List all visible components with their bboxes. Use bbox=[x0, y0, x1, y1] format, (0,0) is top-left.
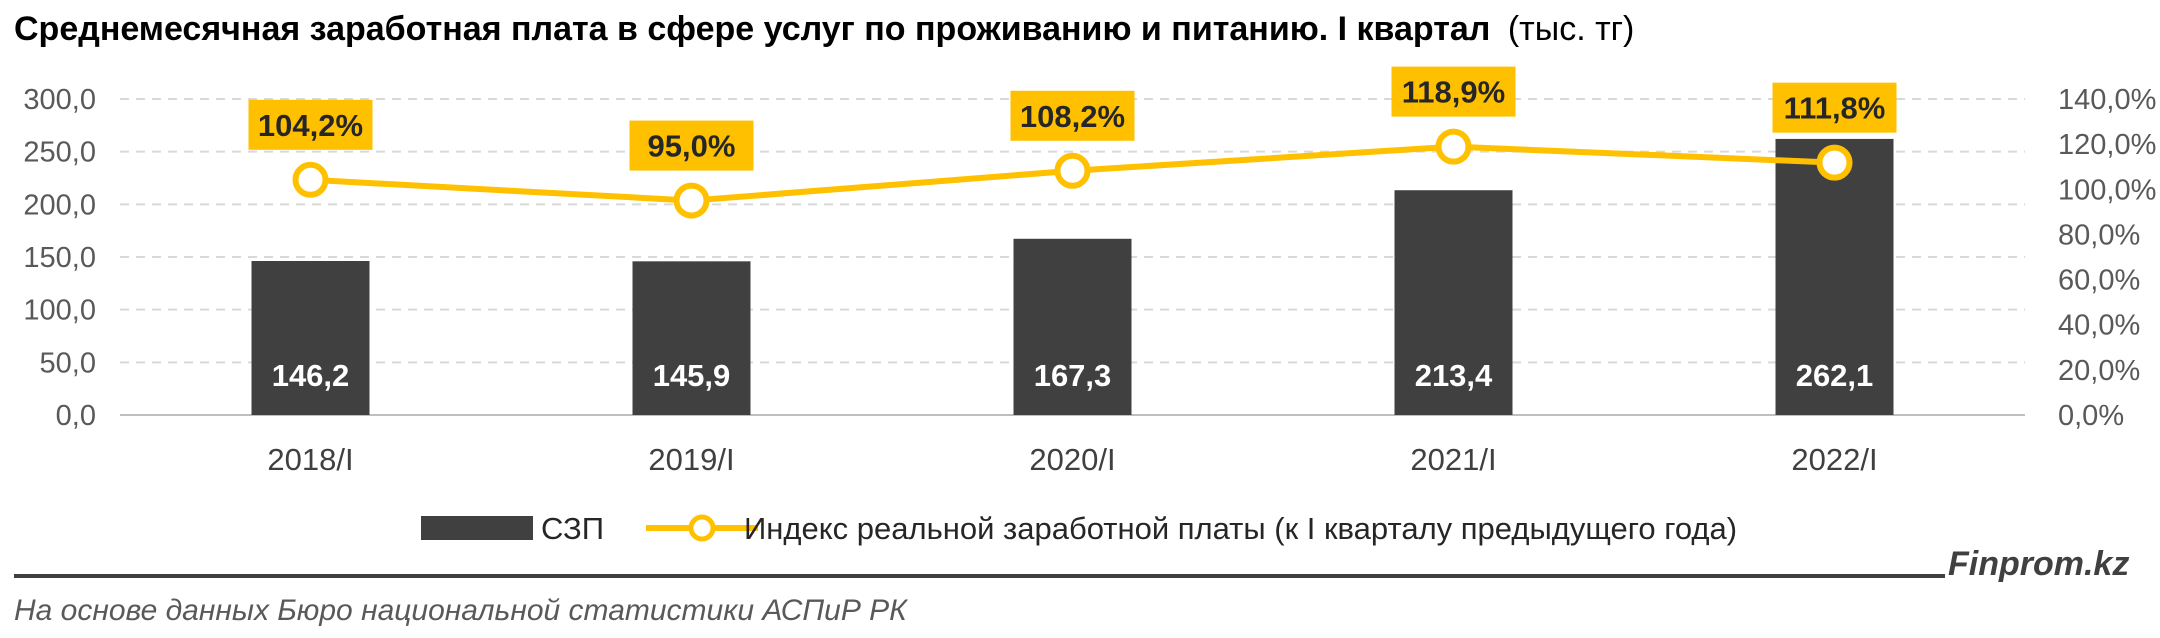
line-label-box bbox=[1391, 66, 1516, 117]
bar bbox=[632, 261, 751, 415]
line-point bbox=[673, 182, 710, 219]
category-axis: 2018/I 2019/I 2020/I 2021/I 2022/I bbox=[267, 442, 1877, 477]
x-tick-label: 2020/I bbox=[1029, 442, 1115, 477]
line-value-label: 108,2% bbox=[1020, 99, 1125, 134]
line-point bbox=[1435, 128, 1472, 165]
x-tick-label: 2022/I bbox=[1791, 442, 1877, 477]
bar-value-label: 146,2 bbox=[272, 358, 350, 393]
line-label-box bbox=[248, 99, 373, 150]
x-tick-label: 2021/I bbox=[1410, 442, 1496, 477]
y-right-tick-label: 0,0% bbox=[2058, 400, 2124, 432]
legend-line-label: Индекс реальной заработной платы (к I кв… bbox=[744, 511, 1737, 546]
legend-bar-label: СЗП bbox=[541, 511, 604, 546]
y-right-tick-label: 60,0% bbox=[2058, 265, 2140, 297]
bar-value-label: 213,4 bbox=[1415, 358, 1493, 393]
line-label-box bbox=[1772, 82, 1897, 133]
legend: СЗП Индекс реальной заработной платы (к … bbox=[421, 511, 1737, 546]
line-point bbox=[1816, 144, 1853, 181]
y-right-tick-label: 20,0% bbox=[2058, 355, 2140, 387]
bar bbox=[251, 261, 370, 415]
y-left-tick-label: 200,0 bbox=[23, 189, 96, 221]
chart-title-unit: (тыс. тг) bbox=[1508, 10, 1635, 48]
y-left-tick-label: 100,0 bbox=[23, 295, 96, 327]
y-right-tick-label: 140,0% bbox=[2058, 84, 2156, 116]
x-tick-label: 2019/I bbox=[648, 442, 734, 477]
line-point bbox=[292, 161, 329, 198]
y-left-tick-label: 150,0 bbox=[23, 242, 96, 274]
y-right-tick-label: 80,0% bbox=[2058, 219, 2140, 251]
y-left-tick-label: 50,0 bbox=[40, 347, 96, 379]
line-value-label: 118,9% bbox=[1402, 75, 1505, 110]
y-left-tick-label: 0,0 bbox=[56, 400, 96, 432]
line-label-box bbox=[629, 120, 754, 171]
bar-series: 146,2 145,9 167,3 213,4 262,1 bbox=[251, 138, 1894, 415]
chart-title-main: Среднемесячная заработная плата в сфере … bbox=[14, 10, 1490, 48]
y-left-tick-label: 300,0 bbox=[23, 84, 96, 116]
line-point bbox=[1054, 152, 1091, 189]
line-value-label: 104,2% bbox=[258, 108, 363, 143]
bar-value-label: 145,9 bbox=[653, 358, 731, 393]
bar bbox=[1394, 190, 1513, 415]
brand-watermark: Finprom.kz bbox=[1948, 545, 2129, 583]
line-series: 104,2% 95,0% 108,2% 118,9% 111,8% bbox=[248, 66, 1897, 219]
line-value-label: 111,8% bbox=[1784, 91, 1886, 126]
line-value-label: 95,0% bbox=[648, 129, 736, 164]
bar bbox=[1013, 238, 1132, 415]
right-axis: 0,0% 20,0% 40,0% 60,0% 80,0% 100,0% 120,0% 140,… bbox=[2058, 84, 2156, 432]
y-right-tick-label: 120,0% bbox=[2058, 129, 2156, 161]
legend-line-marker bbox=[688, 514, 716, 542]
line-label-box bbox=[1010, 90, 1135, 141]
bar-value-label: 262,1 bbox=[1796, 358, 1874, 393]
source-note: На основе данных Бюро национальной стати… bbox=[14, 594, 909, 627]
legend-bar-swatch bbox=[421, 516, 533, 540]
y-right-tick-label: 100,0% bbox=[2058, 174, 2156, 206]
y-left-tick-label: 250,0 bbox=[23, 137, 96, 169]
x-tick-label: 2018/I bbox=[267, 442, 353, 477]
y-right-tick-label: 40,0% bbox=[2058, 310, 2140, 342]
bar bbox=[1775, 138, 1894, 415]
bar-value-label: 167,3 bbox=[1034, 358, 1112, 393]
chart-title: Среднемесячная заработная плата в сфере … bbox=[14, 10, 1634, 48]
left-axis: 0,0 50,0 100,0 150,0 200,0 250,0 300,0 bbox=[23, 84, 96, 432]
